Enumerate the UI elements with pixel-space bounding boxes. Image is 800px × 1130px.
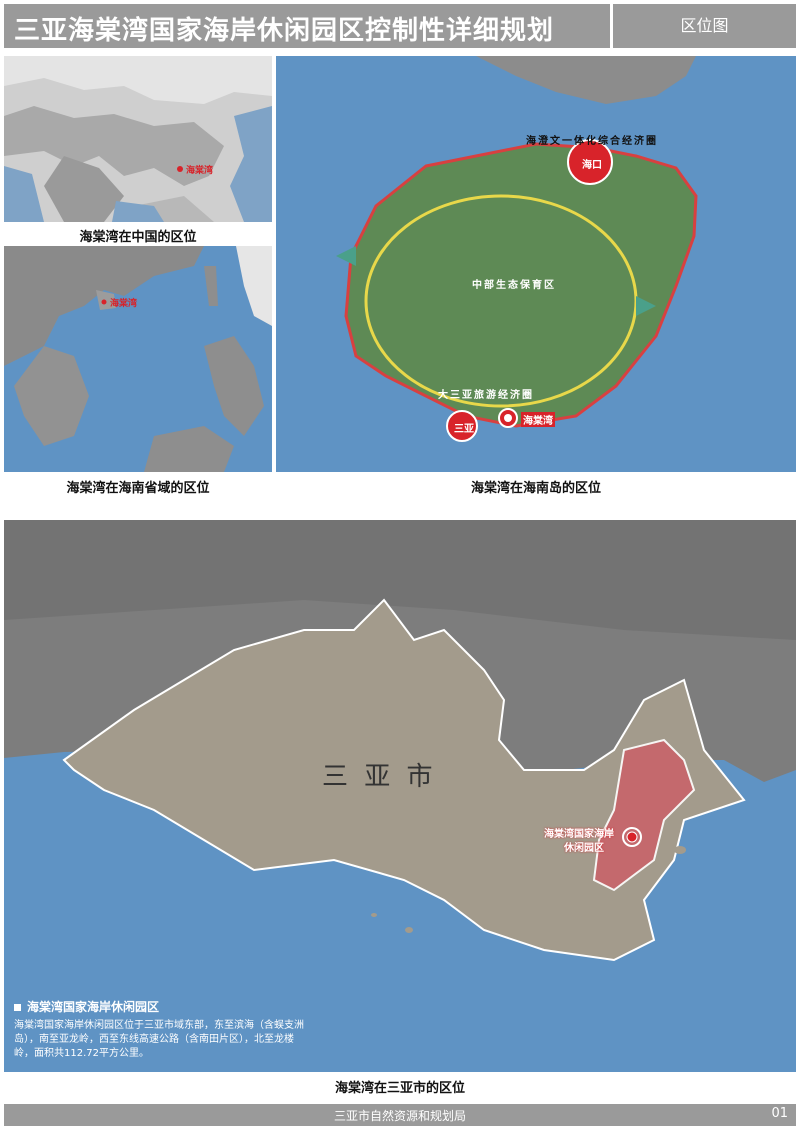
island-caption: 海棠湾在海南岛的区位 [470, 481, 601, 496]
province-caption: 海棠湾在海南省域的区位 [66, 481, 210, 496]
island-label-north: 海澄文一体化综合经济圈 [526, 136, 658, 147]
sanya-city-map [4, 520, 796, 1072]
legend-description: 海棠湾国家海岸休闲园区位于三亚市域东部，东至滨海（含蜈支洲岛），南至亚龙岭，西至… [14, 1020, 304, 1059]
header-bar: 三亚海棠湾国家海岸休闲园区控制性详细规划 区位图 [4, 4, 796, 48]
island-label-haikou: 海口 [582, 160, 602, 171]
china-marker [177, 166, 183, 172]
park-label-line2: 休闲园区 [564, 843, 604, 854]
wuzhizhou-island [674, 846, 686, 854]
china-caption: 海棠湾在中国的区位 [79, 230, 197, 245]
haikou-marker [567, 139, 613, 185]
city-caption: 海棠湾在三亚市的区位 [334, 1081, 465, 1096]
hainan-island-map [276, 56, 796, 472]
island-label-sanya: 三亚 [454, 424, 474, 435]
page-title: 三亚海棠湾国家海岸休闲园区控制性详细规划 [14, 16, 555, 46]
island-label-central: 中部生态保育区 [472, 280, 556, 291]
park-location-icon [622, 827, 642, 847]
sanya-city-boundary [62, 598, 746, 962]
china-map-panel: 海棠湾 [4, 56, 272, 222]
province-marker [101, 299, 107, 305]
page-number: 01 [771, 1106, 788, 1121]
park-label-line1: 海棠湾国家海岸 [544, 829, 614, 840]
header-divider [610, 4, 613, 48]
west-arrow-icon [336, 246, 356, 266]
east-arrow-icon [636, 296, 656, 316]
haitang-park-area [592, 738, 696, 892]
island-label-south: 大三亚旅游经济圈 [438, 390, 534, 401]
legend-title-row: 海棠湾国家海岸休闲园区 [14, 998, 304, 1015]
park-legend: 海棠湾国家海岸休闲园区 海棠湾国家海岸休闲园区位于三亚市域东部，东至滨海（含蜈支… [14, 998, 304, 1061]
china-marker-label: 海棠湾 [186, 166, 214, 176]
province-map-panel: 海棠湾 [4, 246, 272, 472]
footer-bar: 三亚市自然资源和规划局 01 [4, 1104, 796, 1126]
section-tag: 区位图 [680, 16, 729, 35]
city-label: 三 亚 市 [322, 762, 437, 792]
island-map-panel: 海澄文一体化综合经济圈 中部生态保育区 大三亚旅游经济圈 海口 三亚 海棠湾 [276, 56, 796, 472]
sanya-marker [446, 410, 478, 442]
legend-title: 海棠湾国家海岸休闲园区 [27, 1000, 160, 1014]
legend-square-icon [14, 1004, 21, 1011]
province-map [4, 246, 272, 472]
china-map [4, 56, 272, 222]
city-map-panel: 三 亚 市 海棠湾国家海岸 休闲园区 [4, 520, 796, 1072]
footer-label: 三亚市自然资源和规划局 [333, 1109, 466, 1123]
island-label-haitang: 海棠湾 [521, 412, 555, 427]
province-marker-label: 海棠湾 [110, 299, 138, 309]
